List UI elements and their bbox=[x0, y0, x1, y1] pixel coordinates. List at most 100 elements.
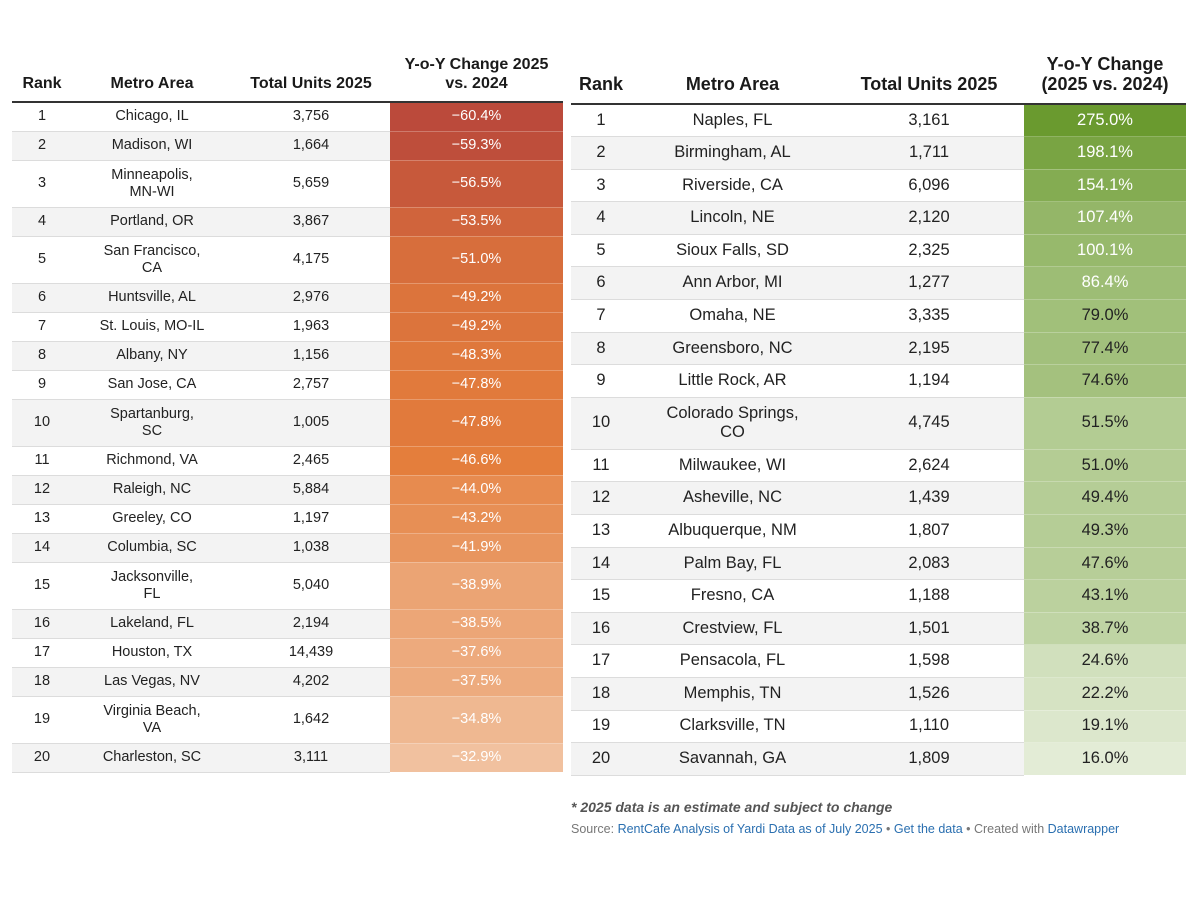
change-cell: 51.0% bbox=[1024, 449, 1186, 483]
change-cell: −34.8% bbox=[390, 696, 563, 744]
units-cell: 1,501 bbox=[834, 612, 1024, 646]
rank-cell: 5 bbox=[571, 234, 631, 268]
units-cell: 5,884 bbox=[232, 475, 390, 505]
datawrapper-link[interactable]: Datawrapper bbox=[1047, 822, 1120, 836]
units-cell: 3,867 bbox=[232, 207, 390, 237]
rank-cell: 19 bbox=[12, 696, 72, 744]
table-row: 20 Savannah, GA 1,809 16.0% bbox=[571, 742, 1186, 776]
change-cell: −51.0% bbox=[390, 236, 563, 284]
table-row: 8 Greensboro, NC 2,195 77.4% bbox=[571, 332, 1186, 366]
table-row: 13 Albuquerque, NM 1,807 49.3% bbox=[571, 514, 1186, 548]
units-cell: 2,757 bbox=[232, 370, 390, 400]
metro-cell: Sioux Falls, SD bbox=[631, 234, 834, 268]
rank-cell: 17 bbox=[571, 644, 631, 678]
rank-cell: 16 bbox=[571, 612, 631, 646]
change-cell: −41.9% bbox=[390, 533, 563, 563]
get-the-data-link[interactable]: Get the data bbox=[893, 822, 963, 836]
units-cell: 1,526 bbox=[834, 677, 1024, 711]
source-link[interactable]: RentCafe Analysis of Yardi Data as of Ju… bbox=[617, 822, 883, 836]
change-cell: 19.1% bbox=[1024, 710, 1186, 744]
table-row: 12 Raleigh, NC 5,884 −44.0% bbox=[12, 475, 563, 505]
metro-cell: Clarksville, TN bbox=[631, 710, 834, 744]
change-cell: 49.4% bbox=[1024, 481, 1186, 516]
change-cell: 86.4% bbox=[1024, 266, 1186, 301]
source-prefix: Source: bbox=[571, 822, 618, 836]
units-cell: 1,277 bbox=[834, 266, 1024, 301]
column-header-rank: Rank bbox=[12, 56, 72, 103]
rank-cell: 15 bbox=[12, 562, 72, 610]
change-cell: 275.0% bbox=[1024, 104, 1186, 138]
column-header-metro: Metro Area bbox=[631, 28, 834, 105]
decline-table-body: 1 Chicago, IL 3,756 −60.4% 2 Madison, WI 1,664… bbox=[12, 102, 563, 773]
rank-cell: 4 bbox=[571, 201, 631, 235]
change-cell: 74.6% bbox=[1024, 364, 1186, 398]
units-cell: 3,111 bbox=[232, 743, 390, 773]
rank-cell: 2 bbox=[12, 131, 72, 161]
metro-cell: Las Vegas, NV bbox=[72, 667, 232, 697]
table-row: 11 Milwaukee, WI 2,624 51.0% bbox=[571, 449, 1186, 483]
metro-cell: Portland, OR bbox=[72, 207, 232, 237]
rank-cell: 8 bbox=[571, 332, 631, 366]
table-row: 3 Minneapolis, MN-WI 5,659 −56.5% bbox=[12, 160, 563, 208]
rank-cell: 13 bbox=[12, 504, 72, 534]
rank-cell: 12 bbox=[12, 475, 72, 505]
separator: • bbox=[882, 822, 894, 836]
metro-cell: Houston, TX bbox=[72, 638, 232, 668]
rank-cell: 14 bbox=[571, 547, 631, 581]
rank-cell: 3 bbox=[12, 160, 72, 208]
change-cell: −60.4% bbox=[390, 102, 563, 132]
table-row: 16 Lakeland, FL 2,194 −38.5% bbox=[12, 609, 563, 639]
footnote: * 2025 data is an estimate and subject t… bbox=[571, 799, 893, 815]
metro-cell: Raleigh, NC bbox=[72, 475, 232, 505]
table-row: 1 Chicago, IL 3,756 −60.4% bbox=[12, 102, 563, 132]
change-cell: −56.5% bbox=[390, 160, 563, 208]
metro-cell: Omaha, NE bbox=[631, 299, 834, 333]
table-row: 15 Fresno, CA 1,188 43.1% bbox=[571, 579, 1186, 613]
rank-cell: 10 bbox=[12, 399, 72, 447]
rank-cell: 5 bbox=[12, 236, 72, 284]
table-row: 1 Naples, FL 3,161 275.0% bbox=[571, 104, 1186, 138]
units-cell: 14,439 bbox=[232, 638, 390, 668]
rank-cell: 18 bbox=[12, 667, 72, 697]
change-cell: −38.9% bbox=[390, 562, 563, 610]
rank-cell: 19 bbox=[571, 710, 631, 744]
metro-cell: Albany, NY bbox=[72, 341, 232, 371]
units-cell: 1,963 bbox=[232, 312, 390, 342]
metro-cell: Savannah, GA bbox=[631, 742, 834, 776]
rank-cell: 2 bbox=[571, 136, 631, 170]
units-cell: 2,624 bbox=[834, 449, 1024, 483]
table-row: 2 Madison, WI 1,664 −59.3% bbox=[12, 131, 563, 161]
table-row: 10 Spartanburg, SC 1,005 −47.8% bbox=[12, 399, 563, 447]
units-cell: 3,335 bbox=[834, 299, 1024, 333]
units-cell: 2,465 bbox=[232, 446, 390, 476]
units-cell: 3,161 bbox=[834, 104, 1024, 138]
table-row: 19 Clarksville, TN 1,110 19.1% bbox=[571, 710, 1186, 744]
change-cell: 49.3% bbox=[1024, 514, 1186, 548]
table-row: 10 Colorado Springs, CO 4,745 51.5% bbox=[571, 397, 1186, 450]
units-cell: 2,195 bbox=[834, 332, 1024, 366]
table-row: 11 Richmond, VA 2,465 −46.6% bbox=[12, 446, 563, 476]
growth-table-body: 1 Naples, FL 3,161 275.0% 2 Birmingham, AL 1,7… bbox=[571, 104, 1186, 776]
metro-cell: Fresno, CA bbox=[631, 579, 834, 613]
table-row: 6 Ann Arbor, MI 1,277 86.4% bbox=[571, 266, 1186, 301]
metro-cell: Columbia, SC bbox=[72, 533, 232, 563]
units-cell: 2,120 bbox=[834, 201, 1024, 235]
table-row: 20 Charleston, SC 3,111 −32.9% bbox=[12, 743, 563, 773]
table-row: 2 Birmingham, AL 1,711 198.1% bbox=[571, 136, 1186, 170]
change-cell: −44.0% bbox=[390, 475, 563, 505]
units-cell: 2,194 bbox=[232, 609, 390, 639]
metro-cell: Colorado Springs, CO bbox=[631, 397, 834, 450]
units-cell: 1,197 bbox=[232, 504, 390, 534]
change-cell: 16.0% bbox=[1024, 742, 1186, 776]
table-row: 3 Riverside, CA 6,096 154.1% bbox=[571, 169, 1186, 203]
units-cell: 1,439 bbox=[834, 481, 1024, 516]
change-cell: 198.1% bbox=[1024, 136, 1186, 170]
change-cell: −53.5% bbox=[390, 207, 563, 237]
rank-cell: 11 bbox=[12, 446, 72, 476]
units-cell: 1,005 bbox=[232, 399, 390, 447]
metro-cell: Milwaukee, WI bbox=[631, 449, 834, 483]
change-cell: 100.1% bbox=[1024, 234, 1186, 268]
table-row: 7 St. Louis, MO-IL 1,963 −49.2% bbox=[12, 312, 563, 342]
rank-cell: 16 bbox=[12, 609, 72, 639]
table-row: 5 San Francisco, CA 4,175 −51.0% bbox=[12, 236, 563, 284]
